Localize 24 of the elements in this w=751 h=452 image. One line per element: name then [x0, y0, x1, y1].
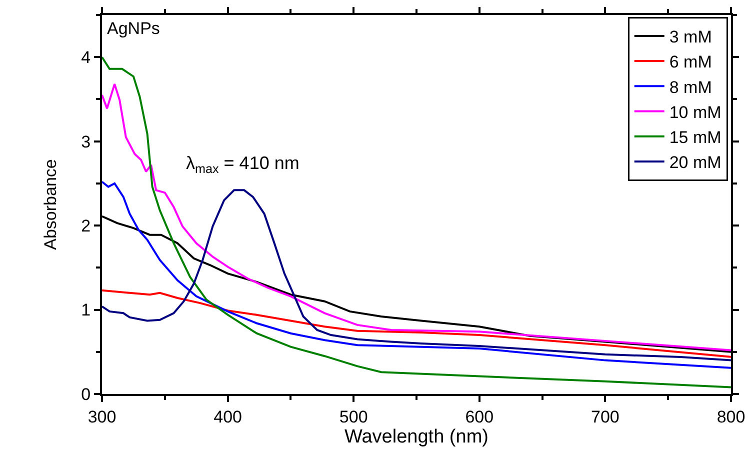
line-series: [102, 56, 731, 388]
legend-label: 3 mM: [669, 28, 712, 47]
x-tick-label: 300: [88, 407, 116, 426]
y-axis-title: Absorbance: [41, 159, 60, 250]
y-tick-label: 2: [81, 216, 91, 236]
annotation: AgNPs: [107, 19, 160, 38]
line-series: [102, 289, 731, 358]
legend-label: 8 mM: [669, 78, 712, 97]
legend-label: 6 mM: [669, 52, 712, 72]
x-axis-title: Wavelength (nm): [344, 426, 488, 448]
x-tick-label: 800: [716, 407, 746, 426]
legend-label: 20 mM: [669, 153, 722, 172]
x-tick-label: 700: [591, 407, 620, 426]
annotation: λ$_{max}$ = 410 nm: [186, 153, 300, 176]
y-tick-label: 4: [81, 48, 91, 68]
x-tick-label: 600: [465, 407, 494, 426]
legend-label: 15 mM: [669, 128, 722, 147]
x-tick-label: 500: [339, 407, 368, 426]
y-tick-label: 3: [81, 132, 91, 152]
y-tick-label: 0: [81, 384, 91, 404]
line-series: [102, 83, 731, 352]
legend-label: 10 mM: [669, 102, 722, 122]
y-tick-label: 1: [81, 300, 91, 320]
x-tick-label: 400: [214, 407, 242, 426]
